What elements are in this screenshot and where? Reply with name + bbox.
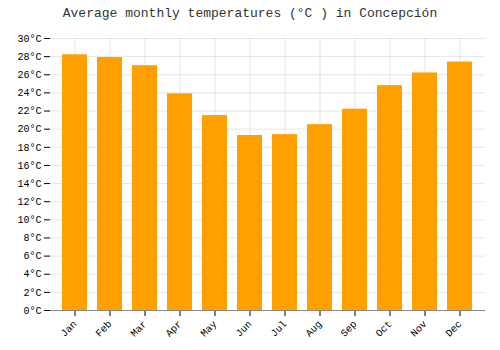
svg-text:4°C: 4°C [23,269,41,280]
svg-text:22°C: 22°C [17,106,41,117]
svg-text:Jul: Jul [269,319,290,340]
svg-text:28°C: 28°C [17,52,41,63]
svg-text:6°C: 6°C [23,251,41,262]
svg-text:12°C: 12°C [17,197,41,208]
svg-text:8°C: 8°C [23,233,41,244]
html-text:Average monthly temperatures (: Average monthly temperatures (°C ) in Co… [62,6,438,21]
svg-text:May: May [199,319,220,340]
svg-text:Aug: Aug [304,319,325,340]
svg-text:10°C: 10°C [17,215,41,226]
svg-text:2°C: 2°C [23,288,41,299]
svg-text:30°C: 30°C [17,34,41,45]
svg-text:Nov: Nov [409,319,430,340]
svg-text:14°C: 14°C [17,179,41,190]
svg-text:Oct: Oct [374,319,395,340]
svg-text:24°C: 24°C [17,88,41,99]
svg-text:Jan: Jan [59,319,80,340]
svg-text:Feb: Feb [94,319,115,340]
svg-text:Jun: Jun [234,319,255,340]
svg-text:18°C: 18°C [17,143,41,154]
svg-text:16°C: 16°C [17,161,41,172]
svg-text:Sep: Sep [339,319,360,340]
svg-text:26°C: 26°C [17,70,41,81]
svg-text:Apr: Apr [164,319,185,340]
svg-text:Mar: Mar [129,319,150,340]
svg-text:Dec: Dec [444,319,465,340]
svg-text:0°C: 0°C [23,306,41,317]
svg-text:20°C: 20°C [17,124,41,135]
